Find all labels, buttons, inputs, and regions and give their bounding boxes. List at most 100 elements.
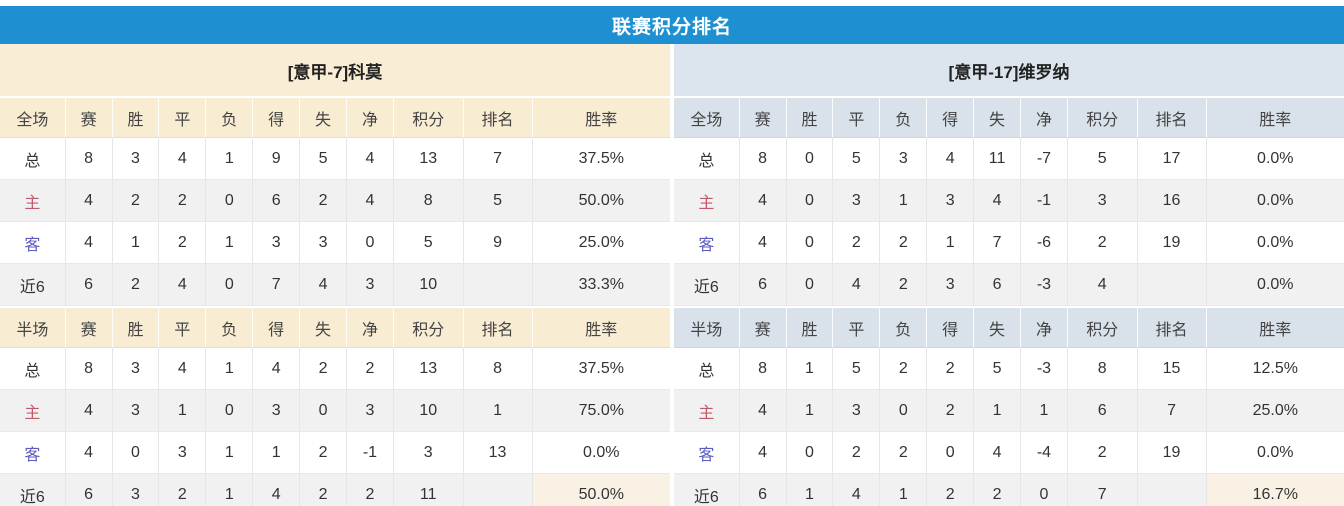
stat-value: 4 (159, 264, 207, 306)
stat-value: 3 (300, 222, 347, 264)
stat-value: 3 (112, 390, 160, 432)
column-header: 负 (206, 96, 254, 138)
stats-row: 主 4 0 3 1 3 4 -1 3 16 0.0% (674, 180, 1344, 222)
rank-value (463, 264, 533, 306)
column-header-row: 半场赛胜平负得失净积分 排名 胜率 (674, 306, 1344, 348)
stat-value: 3 (880, 138, 928, 180)
stat-value: 2 (159, 474, 207, 506)
points-value: 3 (1067, 180, 1138, 222)
stat-value: 4 (159, 348, 207, 390)
stat-value: 4 (927, 138, 975, 180)
stat-value: 4 (65, 222, 113, 264)
stat-value: 5 (833, 138, 881, 180)
stat-value: 3 (347, 390, 394, 432)
column-header: 得 (253, 306, 301, 348)
row-label: 主 (0, 180, 66, 222)
stat-value: 4 (739, 180, 787, 222)
stat-value: 0 (1021, 474, 1068, 506)
rank-value (1137, 474, 1207, 506)
column-header: 胜率 (532, 96, 670, 138)
team-panel-como: [意甲-7]科莫 全场赛胜平负得失净积分 排名 胜率总 8 3 4 1 9 5 4 13 7 37.5%… (0, 44, 670, 506)
stat-value: 1 (786, 348, 834, 390)
stat-value: 8 (65, 348, 113, 390)
stat-value: -3 (1021, 348, 1068, 390)
winrate-value: 12.5% (1206, 348, 1344, 390)
rank-value: 15 (1137, 348, 1207, 390)
column-header: 排名 (1137, 96, 1207, 138)
stat-value: 0 (927, 432, 975, 474)
rank-value: 17 (1137, 138, 1207, 180)
section-label: 半场 (674, 306, 740, 348)
points-value: 5 (393, 222, 464, 264)
column-header: 净 (347, 96, 394, 138)
stat-value: 2 (159, 180, 207, 222)
row-label: 近6 (0, 474, 66, 506)
column-header: 负 (880, 96, 928, 138)
stats-row: 近6 6 0 4 2 3 6 -3 4 0.0% (674, 264, 1344, 306)
stat-value: -1 (1021, 180, 1068, 222)
stat-value: 2 (112, 180, 160, 222)
column-header: 积分 (1067, 306, 1138, 348)
stat-value: 4 (347, 180, 394, 222)
row-label: 总 (0, 138, 66, 180)
stat-value: 4 (974, 180, 1021, 222)
stats-row: 近6 6 3 2 1 4 2 2 11 50.0% (0, 474, 670, 506)
column-header: 赛 (65, 96, 113, 138)
rank-value: 13 (463, 432, 533, 474)
column-header: 负 (206, 306, 254, 348)
section-label: 全场 (0, 96, 66, 138)
winrate-value: 37.5% (532, 348, 670, 390)
stat-value: 3 (833, 390, 881, 432)
winrate-value: 0.0% (1206, 180, 1344, 222)
stat-value: 5 (974, 348, 1021, 390)
stats-row: 主 4 1 3 0 2 1 1 6 7 25.0% (674, 390, 1344, 432)
stat-value: 2 (974, 474, 1021, 506)
stat-value: 3 (159, 432, 207, 474)
stat-value: 0 (347, 222, 394, 264)
stat-value: 1 (927, 222, 975, 264)
points-value: 10 (393, 264, 464, 306)
stat-value: 5 (833, 348, 881, 390)
column-header: 得 (927, 96, 975, 138)
stat-value: 2 (112, 264, 160, 306)
stats-row: 近6 6 1 4 1 2 2 0 7 16.7% (674, 474, 1344, 506)
winrate-value: 0.0% (1206, 432, 1344, 474)
stat-value: 4 (65, 432, 113, 474)
winrate-value: 75.0% (532, 390, 670, 432)
row-label: 主 (674, 390, 740, 432)
stat-value: 1 (253, 432, 301, 474)
stat-value: 1 (206, 138, 254, 180)
column-header: 赛 (739, 96, 787, 138)
column-header: 赛 (65, 306, 113, 348)
winrate-value: 0.0% (1206, 138, 1344, 180)
points-value: 10 (393, 390, 464, 432)
column-header: 失 (300, 306, 347, 348)
stat-value: 4 (347, 138, 394, 180)
stat-value: 1 (206, 432, 254, 474)
stat-value: 9 (253, 138, 301, 180)
rank-value (463, 474, 533, 506)
stat-value: 6 (65, 474, 113, 506)
stat-value: 2 (880, 348, 928, 390)
stat-value: 2 (833, 432, 881, 474)
winrate-value: 0.0% (1206, 222, 1344, 264)
stat-value: 4 (300, 264, 347, 306)
stat-value: 3 (112, 474, 160, 506)
stat-value: 0 (300, 390, 347, 432)
section-label: 全场 (674, 96, 740, 138)
rank-value: 9 (463, 222, 533, 264)
stat-value: 4 (739, 432, 787, 474)
column-header: 负 (880, 306, 928, 348)
stat-value: 1 (1021, 390, 1068, 432)
column-header: 平 (159, 306, 207, 348)
column-header: 胜 (786, 96, 834, 138)
stats-row: 客 4 0 2 2 1 7 -6 2 19 0.0% (674, 222, 1344, 264)
column-header: 平 (159, 96, 207, 138)
column-header: 胜 (112, 306, 160, 348)
winrate-value: 25.0% (1206, 390, 1344, 432)
stat-value: 2 (300, 180, 347, 222)
points-value: 2 (1067, 222, 1138, 264)
column-header: 胜率 (1206, 306, 1344, 348)
stat-value: 4 (65, 180, 113, 222)
column-header: 失 (974, 96, 1021, 138)
